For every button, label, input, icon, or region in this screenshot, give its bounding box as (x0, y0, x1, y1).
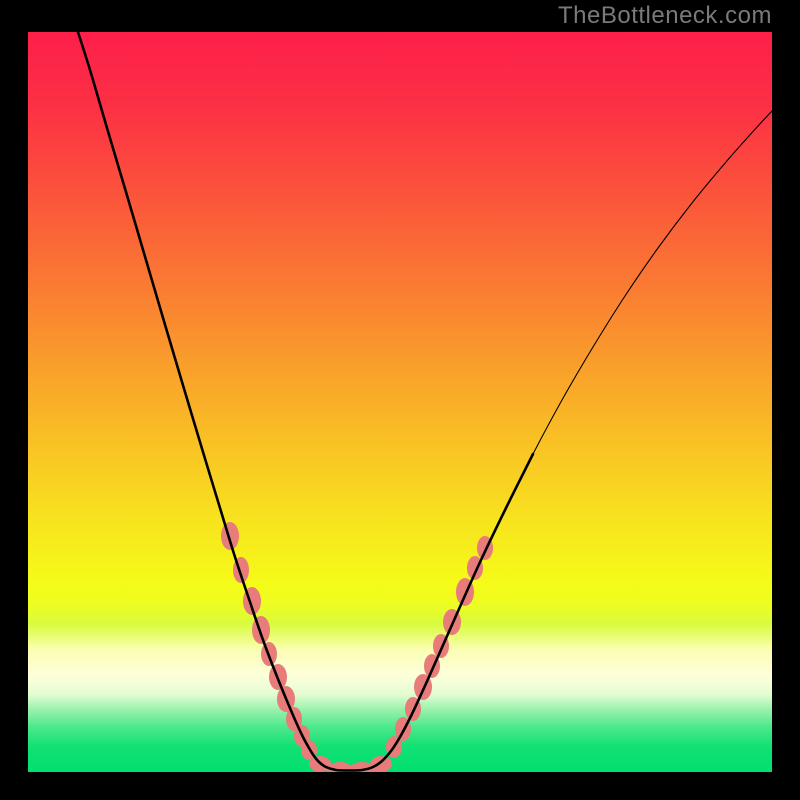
data-dot (252, 616, 270, 644)
watermark-label: TheBottleneck.com (558, 2, 772, 30)
plot-svg (28, 32, 772, 772)
data-dot (221, 522, 239, 550)
data-dot (370, 756, 392, 772)
gradient-background (28, 32, 772, 772)
plot-area (28, 32, 772, 772)
